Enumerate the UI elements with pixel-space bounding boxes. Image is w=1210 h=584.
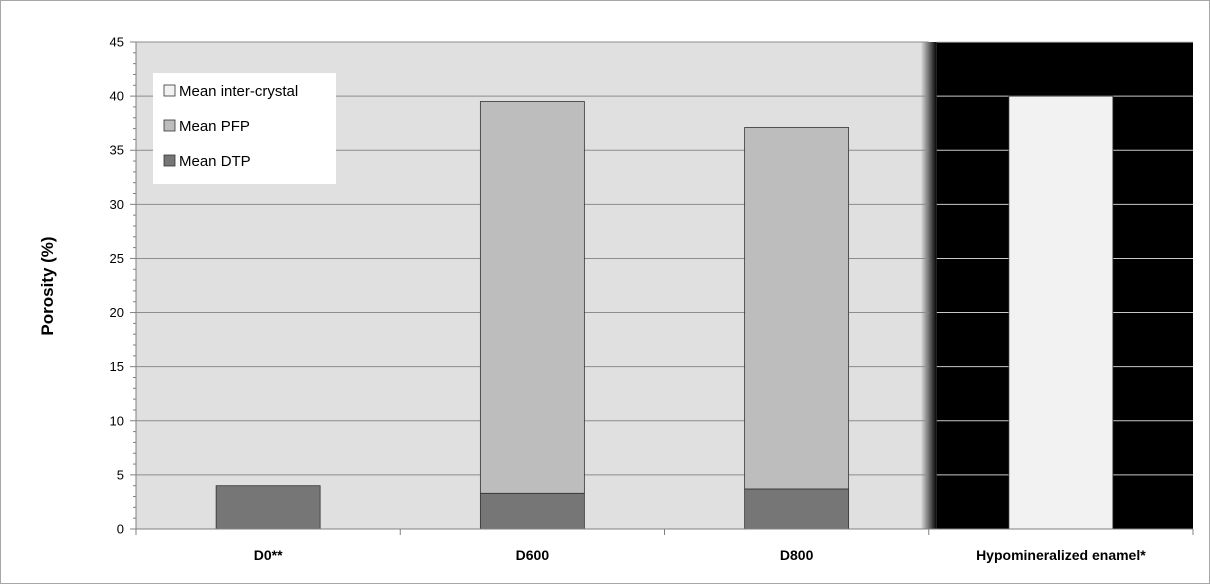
bar-d0-mean-dtp bbox=[215, 485, 321, 530]
y-tick-label-5: 5 bbox=[117, 467, 124, 482]
legend-swatch-mean-pfp bbox=[163, 119, 176, 132]
y-tick-label-10: 10 bbox=[110, 413, 124, 428]
y-tick-labels: 0 5 10 15 20 25 30 35 40 45 bbox=[110, 35, 124, 537]
legend-label-mean-inter-crystal: Mean inter-crystal bbox=[179, 83, 298, 100]
y-tick-label-40: 40 bbox=[110, 89, 124, 104]
legend-label-mean-pfp: Mean PFP bbox=[179, 118, 250, 135]
legend-swatch-mean-inter-crystal bbox=[163, 84, 176, 97]
legend: Mean inter-crystal Mean PFP Mean DTP bbox=[153, 73, 336, 184]
y-tick-label-30: 30 bbox=[110, 197, 124, 212]
y-tick-label-35: 35 bbox=[110, 143, 124, 158]
legend-label-mean-dtp: Mean DTP bbox=[179, 153, 251, 170]
category-labels: D0** D600 D800 Hypomineralized enamel* bbox=[254, 547, 1147, 563]
legend-box bbox=[153, 73, 336, 184]
y-tick-label-20: 20 bbox=[110, 305, 124, 320]
category-label-d600: D600 bbox=[516, 547, 550, 563]
category-label-hypomineralized-enamel: Hypomineralized enamel* bbox=[976, 547, 1146, 563]
y-tick-label-45: 45 bbox=[110, 35, 124, 50]
bar-d800-mean-pfp bbox=[744, 127, 850, 490]
bar-d600-mean-dtp bbox=[479, 492, 585, 530]
category-label-d0: D0** bbox=[254, 547, 283, 563]
bar-d800-mean-dtp bbox=[744, 488, 850, 530]
y-tick-label-25: 25 bbox=[110, 251, 124, 266]
bars bbox=[215, 95, 1114, 530]
legend-swatch-mean-dtp bbox=[163, 154, 176, 167]
highlight-edge-fade bbox=[920, 42, 937, 529]
category-label-d800: D800 bbox=[780, 547, 814, 563]
bar-d600-mean-pfp bbox=[479, 101, 585, 494]
bar-hypomineralized-enamel-mean-inter-crystal bbox=[1008, 95, 1114, 530]
y-tick-label-15: 15 bbox=[110, 359, 124, 374]
axes bbox=[130, 41, 1194, 535]
y-tick-label-0: 0 bbox=[117, 522, 124, 537]
y-axis-title: Porosity (%) bbox=[38, 236, 57, 335]
